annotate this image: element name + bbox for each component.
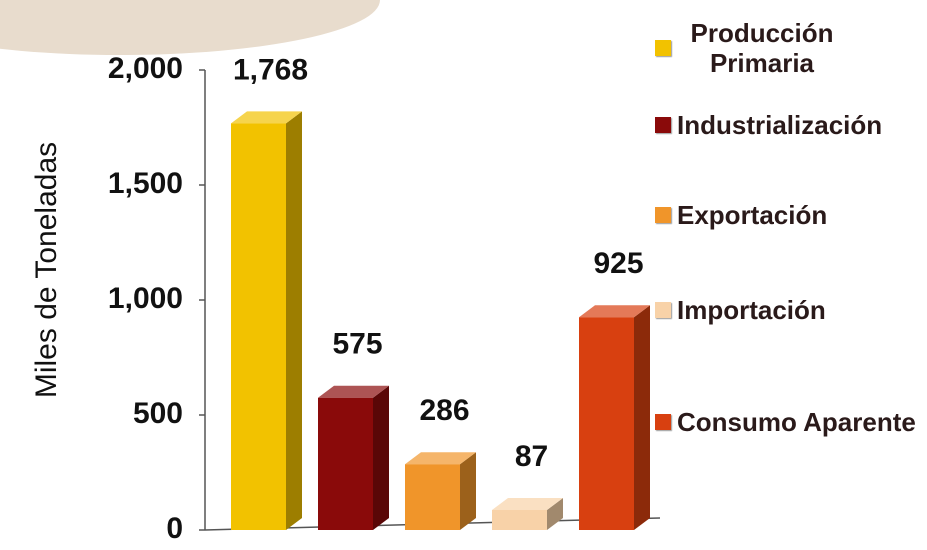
- legend-item: Exportación: [655, 185, 827, 245]
- data-label: 1,768: [233, 53, 308, 86]
- bar-side: [373, 385, 389, 530]
- bar-front: [579, 317, 634, 530]
- bar-front: [231, 123, 286, 531]
- legend-swatch: [655, 414, 671, 430]
- data-label: 286: [419, 394, 469, 427]
- legend-swatch: [655, 117, 671, 133]
- data-label: 87: [515, 440, 548, 473]
- y-tick-label: 0: [166, 512, 183, 545]
- bar: [318, 385, 389, 530]
- bar: [405, 452, 476, 530]
- legend-label: Producción Primaria: [690, 18, 834, 78]
- legend-item: Industrialización: [655, 95, 882, 155]
- bar-front: [492, 509, 547, 530]
- legend-label: Importación: [677, 295, 826, 325]
- bar-top: [492, 497, 563, 510]
- bar: [231, 111, 302, 531]
- legend-label: Exportación: [677, 200, 828, 230]
- legend-item: Importación: [655, 280, 826, 340]
- legend-label: Industrialización: [677, 110, 883, 140]
- bar-top: [579, 305, 650, 318]
- y-tick-label: 2,000: [108, 52, 183, 85]
- bar-top: [318, 385, 389, 398]
- legend-label: Consumo Aparente: [677, 407, 916, 437]
- background-decoration: [0, 0, 380, 55]
- bar-side: [634, 305, 650, 530]
- legend-swatch: [655, 40, 671, 56]
- bar-side: [460, 452, 476, 530]
- bar-front: [318, 397, 373, 530]
- legend-swatch: [655, 302, 671, 318]
- data-label: 925: [593, 247, 643, 280]
- data-label: 575: [332, 328, 382, 361]
- bar-side: [547, 497, 563, 530]
- y-tick-label: 1,000: [108, 282, 183, 315]
- y-tick-label: 500: [133, 397, 183, 430]
- bar-front: [405, 464, 460, 530]
- bar-top: [231, 111, 302, 124]
- legend-item: Consumo Aparente: [655, 392, 916, 452]
- y-axis-label: Miles de Toneladas: [30, 142, 63, 398]
- legend-item: Producción Primaria: [655, 18, 847, 78]
- bar-top: [405, 452, 476, 465]
- legend-swatch: [655, 207, 671, 223]
- bar-side: [286, 111, 302, 531]
- bar: [492, 497, 563, 530]
- y-tick-label: 1,500: [108, 167, 183, 200]
- bar: [579, 305, 650, 530]
